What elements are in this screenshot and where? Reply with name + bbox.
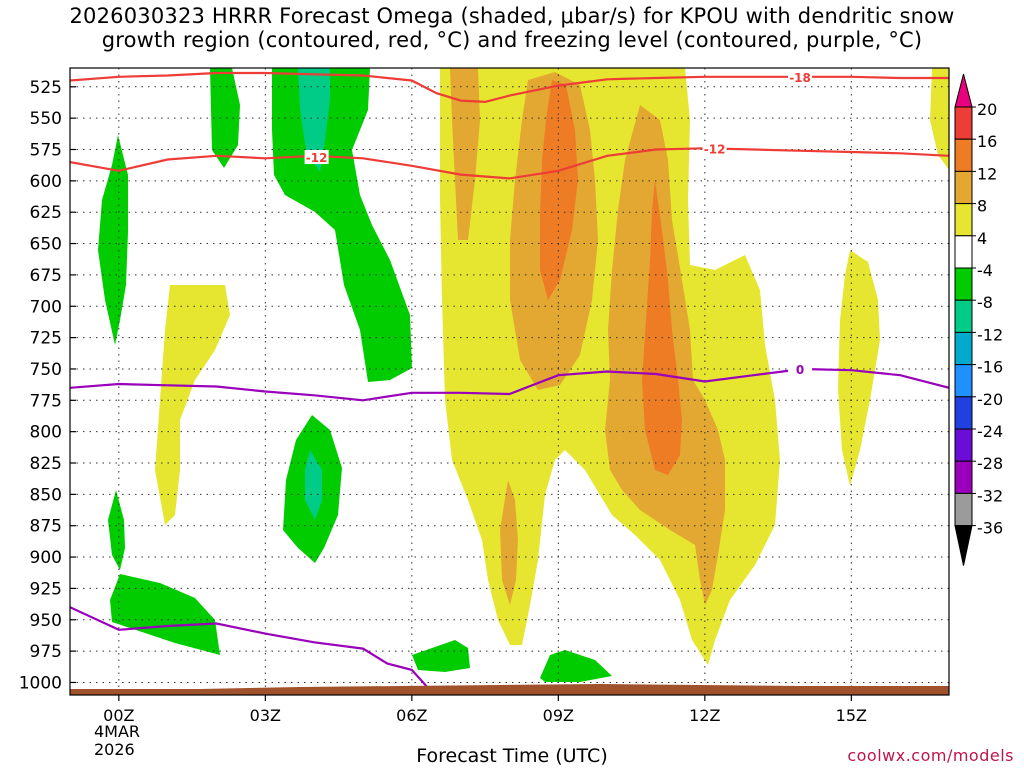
colorbar-segment (954, 235, 973, 269)
colorbar-label: 20 (977, 100, 997, 119)
colorbar-label: 4 (977, 229, 987, 248)
y-tick-label: 750 (30, 360, 62, 380)
x-tick-label: 09Z (543, 706, 574, 725)
colorbar-segment (954, 170, 973, 205)
y-tick-label: 600 (30, 172, 62, 192)
omega-region-green-low (110, 574, 220, 655)
dgz-minus12-contour (70, 147, 949, 180)
colorbar-segment (954, 299, 973, 333)
omega-region-green-left (98, 135, 128, 345)
dgz-minus12-label-2: -12 (704, 142, 726, 156)
grid-lines (70, 68, 949, 695)
dgz-minus18-contour (70, 71, 949, 104)
date-label-year: 2026 (94, 740, 135, 759)
freezing-level-label: 0 (796, 363, 804, 377)
omega-region-green-small (108, 490, 125, 570)
omega-region-teal-top (298, 68, 330, 172)
y-tick-label: 800 (30, 423, 62, 443)
colorbar-label: 12 (977, 164, 997, 183)
y-tick-label: 650 (30, 235, 62, 255)
y-tick-label: 675 (30, 266, 62, 286)
dgz-minus18-label: -18 (789, 71, 811, 85)
colorbar-segment (954, 396, 973, 430)
omega-region-orange-right (642, 180, 682, 475)
x-tick-label: 12Z (689, 706, 720, 725)
y-tick-label: 850 (30, 485, 62, 505)
omega-region-green-base1 (412, 640, 470, 672)
colorbar-segment (954, 364, 973, 398)
y-tick-label: 575 (30, 141, 62, 161)
omega-region-teal-mid (305, 450, 322, 520)
colorbar-label: -4 (977, 261, 993, 280)
y-tick-label: 725 (30, 329, 62, 349)
freezing-level-contour-lower (70, 606, 428, 687)
omega-region-yellow-right (838, 250, 880, 486)
y-tick-label: 825 (30, 454, 62, 474)
y-tick-label: 550 (30, 109, 62, 129)
colorbar-segment (954, 267, 973, 301)
colorbar-label: -28 (977, 454, 1003, 473)
y-tick-label: 700 (30, 297, 62, 317)
freezing-level-label-bg (788, 361, 813, 376)
title-line-1: 2026030323 HRRR Forecast Omega (shaded, … (69, 4, 955, 28)
colorbar-label: -8 (977, 293, 993, 312)
chart-title: 2026030323 HRRR Forecast Omega (shaded, … (0, 4, 1024, 52)
y-tick-label: 525 (30, 78, 62, 98)
y-tick-label: 875 (30, 517, 62, 537)
colorbar-label: -20 (977, 390, 1003, 409)
colorbar-label: 16 (977, 132, 997, 151)
contour-lines: -12 -12 -18 0 (70, 69, 949, 687)
y-tick-label: 975 (30, 642, 62, 662)
colorbar-top-arrow (954, 73, 973, 108)
x-tick-label: 15Z (836, 706, 867, 725)
omega-region-yellow-corner (930, 68, 949, 170)
plot-frame (69, 67, 950, 696)
colorbar-segment (954, 428, 973, 462)
y-tick-label: 900 (30, 548, 62, 568)
y-axis: 525 550 575 600 625 650 675 700 725 750 775 800 825 8… (19, 78, 76, 693)
ground-terrain (70, 684, 949, 695)
colorbar-label: -32 (977, 486, 1003, 505)
y-tick-label: 925 (30, 579, 62, 599)
x-axis-title: Forecast Time (UTC) (416, 745, 608, 767)
x-tick-label: 03Z (250, 706, 281, 725)
colorbar-segment (954, 203, 973, 237)
dgz-minus12-label-1: -12 (306, 151, 328, 165)
omega-region-orange-center (540, 80, 578, 300)
omega-shading (98, 68, 949, 682)
x-tick-label: 06Z (396, 706, 427, 725)
colorbar-label: -36 (977, 519, 1003, 538)
colorbar-label: -24 (977, 422, 1003, 441)
x-tick-label: 00Z (103, 706, 134, 725)
colorbar-label: -16 (977, 358, 1003, 377)
colorbar-label: 8 (977, 197, 987, 216)
title-line-2: growth region (contoured, red, °C) and f… (101, 28, 923, 52)
colorbar: 20 16 12 8 4 -4 -8 -12 -16 -20 -24 -28 -32 -36 (954, 73, 1003, 566)
x-axis: 00Z 03Z 06Z 09Z 12Z 15Z (103, 695, 867, 725)
colorbar-bottom-arrow (954, 525, 973, 566)
credit-text[interactable]: coolwx.com/models (847, 746, 1014, 765)
y-tick-label: 775 (30, 391, 62, 411)
colorbar-segment (954, 492, 973, 527)
dgz-minus18-label-bg (788, 69, 813, 84)
y-tick-label: 1000 (19, 673, 62, 693)
colorbar-segment (954, 106, 973, 140)
y-tick-label: 950 (30, 611, 62, 631)
y-tick-label: 625 (30, 203, 62, 223)
omega-region-yellow-left (155, 285, 230, 525)
date-label-day: 4MAR (94, 722, 141, 741)
colorbar-segment (954, 331, 973, 366)
colorbar-segment (954, 460, 973, 494)
omega-region-gold-upper (450, 68, 480, 240)
dgz-minus12-label-2-bg (702, 141, 727, 156)
omega-region-green-top (210, 68, 240, 168)
colorbar-segment (954, 138, 973, 172)
dgz-minus12-label-1-bg (304, 150, 329, 165)
colorbar-label: -12 (977, 325, 1003, 344)
omega-region-gold-low (500, 480, 518, 605)
